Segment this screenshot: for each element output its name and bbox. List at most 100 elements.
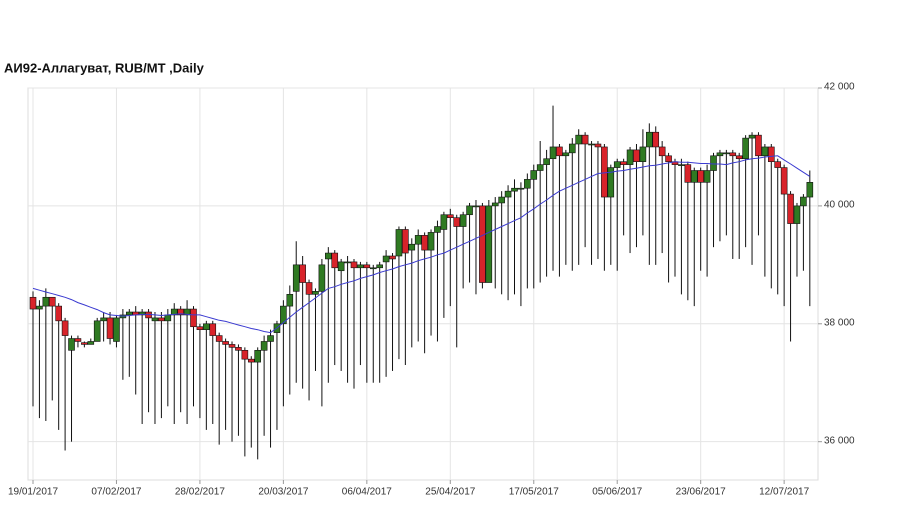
candle-body [678,164,685,166]
candle-body [286,294,294,307]
candle-body [568,143,576,154]
candle-body [312,291,319,295]
x-tick-label: 17/05/2017 [509,487,559,498]
candle-body [710,155,717,171]
candle-body [780,167,788,195]
candle-body [549,146,557,160]
candle-body [93,320,101,342]
candle-body [414,235,422,245]
candle-body [466,205,473,216]
candle-body [74,338,82,342]
candle-body [427,232,435,251]
candle-body [530,170,538,180]
candle-body [491,202,499,207]
candle-body [222,341,229,345]
candle-body [325,252,332,260]
candle-body [498,196,505,204]
candle-body [646,131,653,148]
candle-body [665,155,672,162]
candle-body [254,350,261,363]
x-tick-label: 12/07/2017 [759,487,809,498]
candle-body [517,187,525,190]
candle-body [613,161,621,168]
candle-body [292,264,300,292]
candle-body [588,143,595,146]
chart-title: АИ92-Аллагуват, RUB/MT ,Daily [4,60,205,75]
candle-body [459,214,467,227]
candle-body [806,182,814,198]
candle-body [524,179,531,189]
candle-body [562,152,570,157]
candle-body [215,335,223,342]
candle-body [87,341,95,345]
candle-body [369,267,377,270]
candle-body [748,134,756,139]
candle-body [479,205,486,283]
candle-body [594,143,602,148]
candle-body [735,155,743,160]
candle-body [382,255,390,263]
candle-body [183,308,191,316]
candle-body [337,261,345,272]
candle-body [575,134,583,145]
candle-body [209,323,217,336]
candle-body [106,317,114,339]
x-tick-label: 19/01/2017 [8,487,58,498]
candle-body [299,264,306,283]
candle-body [138,311,146,316]
candle-body [787,193,794,224]
candle-body [703,170,711,183]
x-tick-label: 06/04/2017 [342,487,392,498]
candle-body [55,305,62,322]
candle-body [581,134,589,145]
candle-body [235,347,242,351]
candle-body [800,196,807,207]
candle-body [196,326,204,330]
candle-body [626,149,634,165]
candle-body [652,131,660,148]
candle-body [472,205,480,208]
x-tick-label: 23/06/2017 [676,487,726,498]
candle-body [190,308,197,328]
candle-body [81,342,88,345]
candle-body [357,264,364,269]
candle-body [767,146,775,162]
candle-body [151,317,159,322]
candle-body [408,243,416,251]
candle-body [453,217,461,227]
x-tick-label: 07/02/2017 [91,487,141,498]
candle-body [280,305,287,325]
candle-body [247,358,255,363]
candle-body [607,167,615,198]
candle-body [318,264,326,292]
candle-body [421,235,428,251]
candle-body [729,152,737,157]
y-tick-label: 40 000 [824,200,855,211]
candle-body [29,296,37,310]
candle-body [331,252,339,269]
candle-body [164,314,172,322]
candle-body [485,205,493,283]
candle-body [363,264,371,269]
x-tick-label: 28/02/2017 [175,487,225,498]
candle-body [774,161,782,168]
candle-body [158,317,165,322]
candle-body [402,229,409,254]
candle-body [305,282,313,295]
candle-body [639,146,647,162]
candle-body [440,214,448,230]
candle-body [742,137,749,160]
plot-frame [27,87,819,481]
candle-body [126,311,133,316]
candle-body [48,296,56,307]
y-tick-label: 42 000 [824,82,855,93]
candle-body [620,161,627,165]
candle-body [504,190,512,198]
y-tick-label: 36 000 [824,435,855,446]
candle-body [241,350,249,360]
candle-body [723,152,730,155]
candle-body [633,149,640,162]
candle-body [267,335,274,342]
